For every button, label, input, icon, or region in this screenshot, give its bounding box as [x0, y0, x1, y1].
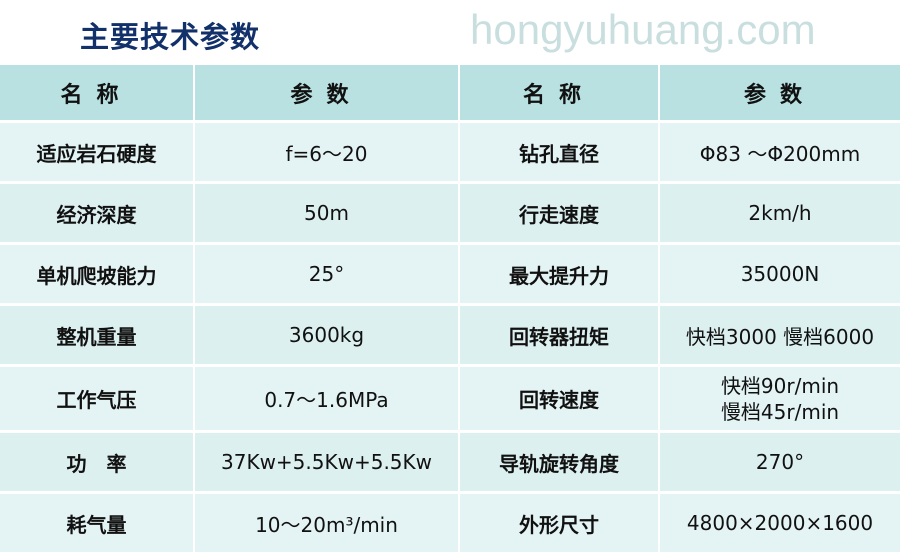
param-value-text: 270°: [755, 450, 805, 474]
param-name: 耗气量: [0, 494, 195, 552]
param-name-text: 耗气量: [66, 512, 127, 537]
param-name: 回转速度: [460, 367, 660, 430]
param-value: 35000N: [660, 245, 900, 303]
param-name-text: 外形尺寸: [519, 512, 599, 537]
param-name: 导轨旋转角度: [460, 433, 660, 491]
param-value-text: 25°: [308, 262, 345, 286]
param-name: 单机爬坡能力: [0, 245, 195, 303]
param-name: 适应岩石硬度: [0, 123, 195, 181]
param-value: 10～20m³/min: [195, 494, 460, 552]
param-name-text: 功 率: [66, 451, 127, 476]
table-row: 工作气压 0.7～1.6MPa 回转速度 快档90r/min 慢档45r/min: [0, 367, 900, 430]
param-name-text: 经济深度: [56, 202, 137, 227]
param-value: 快档3000 慢档6000: [660, 306, 900, 364]
param-value: 快档90r/min 慢档45r/min: [660, 367, 900, 430]
param-name: 经济深度: [0, 184, 195, 242]
param-value-text: 3600kg: [288, 323, 365, 347]
param-value-text: 快档3000 慢档6000: [685, 324, 875, 349]
param-name: 整机重量: [0, 306, 195, 364]
param-value: 0.7～1.6MPa: [195, 367, 460, 430]
param-value-text: 4800×2000×1600: [686, 511, 874, 535]
param-value: 25°: [195, 245, 460, 303]
param-name-text: 行走速度: [519, 202, 599, 227]
header-name: 名称: [460, 65, 660, 120]
param-name: 钻孔直径: [460, 123, 660, 181]
param-value-text: 快档90r/min: [720, 373, 840, 398]
param-name: 回转器扭矩: [460, 306, 660, 364]
table-row: 耗气量 10～20m³/min 外形尺寸 4800×2000×1600: [0, 494, 900, 552]
param-name: 行走速度: [460, 184, 660, 242]
page-title: 主要技术参数: [80, 20, 261, 54]
param-name-text: 最大提升力: [509, 263, 609, 288]
param-value-text: 10～20m³/min: [255, 512, 398, 537]
param-name-text: 导轨旋转角度: [499, 451, 619, 476]
param-value-text: Φ83 ～Φ200mm: [699, 141, 861, 166]
param-name-text: 适应岩石硬度: [36, 141, 157, 166]
table-row: 整机重量 3600kg 回转器扭矩 快档3000 慢档6000: [0, 306, 900, 364]
param-value: 50m: [195, 184, 460, 242]
param-name: 功 率: [0, 433, 195, 491]
header-value: 参数: [660, 65, 900, 120]
param-name-text: 回转器扭矩: [509, 324, 609, 349]
header-name: 名称: [0, 65, 195, 120]
table-row: 适应岩石硬度 f=6～20 钻孔直径 Φ83 ～Φ200mm: [0, 123, 900, 181]
param-value: 3600kg: [195, 306, 460, 364]
param-value: 270°: [660, 433, 900, 491]
param-name-text: 工作气压: [56, 388, 137, 412]
param-name: 工作气压: [0, 367, 195, 430]
param-name-text: 整机重量: [56, 324, 137, 349]
param-name-text: 单机爬坡能力: [36, 263, 157, 288]
param-value: f=6～20: [195, 123, 460, 181]
param-value: Φ83 ～Φ200mm: [660, 123, 900, 181]
table-row: 功 率 37Kw+5.5Kw+5.5Kw 导轨旋转角度 270°: [0, 433, 900, 491]
parameters-table: 名称 参数 名称 参数 适应岩石硬度 f=6～20 钻孔直径 Φ83 ～Φ200mm 经…: [0, 62, 900, 555]
param-name: 最大提升力: [460, 245, 660, 303]
param-value: 4800×2000×1600: [660, 494, 900, 552]
param-value-text: 2km/h: [748, 201, 812, 225]
table-body: 适应岩石硬度 f=6～20 钻孔直径 Φ83 ～Φ200mm 经济深度 50m 行走速度 2k…: [0, 123, 900, 552]
watermark: hongyuhuang.com: [470, 6, 816, 53]
param-value-text: 35000N: [740, 262, 820, 286]
param-value-text: 0.7～1.6MPa: [264, 388, 389, 412]
param-value: 37Kw+5.5Kw+5.5Kw: [195, 433, 460, 491]
param-name-text: 回转速度: [519, 388, 599, 412]
param-value-text: 慢档45r/min: [720, 399, 840, 424]
table-row: 单机爬坡能力 25° 最大提升力 35000N: [0, 245, 900, 303]
param-value-text: 37Kw+5.5Kw+5.5Kw: [221, 450, 432, 474]
param-value: 2km/h: [660, 184, 900, 242]
param-name: 外形尺寸: [460, 494, 660, 552]
header-row: 名称 参数 名称 参数: [0, 65, 900, 120]
param-value-text: 50m: [304, 201, 349, 225]
header-value: 参数: [195, 65, 460, 120]
param-value-text: f=6～20: [285, 141, 368, 166]
table-row: 经济深度 50m 行走速度 2km/h: [0, 184, 900, 242]
param-name-text: 钻孔直径: [519, 141, 599, 166]
